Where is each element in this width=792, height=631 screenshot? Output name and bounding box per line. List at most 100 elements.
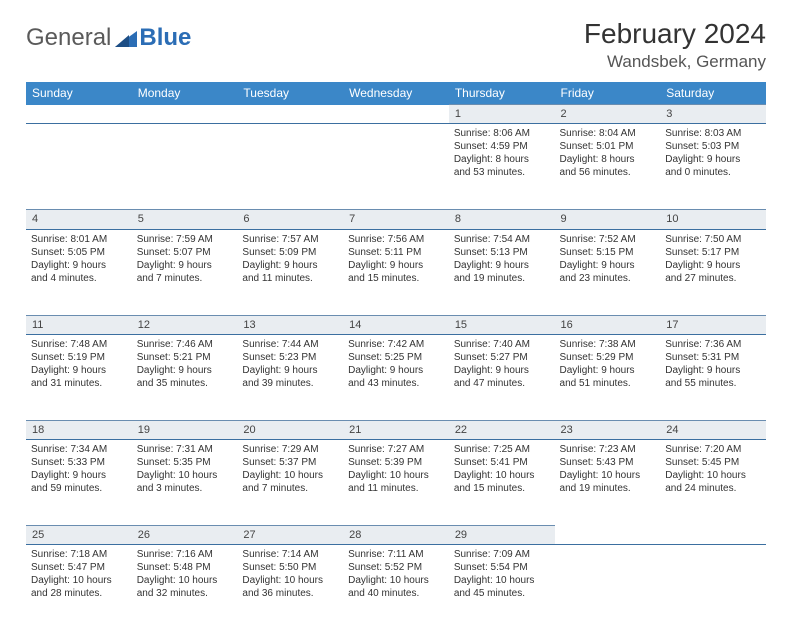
sunrise-text: Sunrise: 7:20 AM xyxy=(665,443,761,456)
day-number-cell xyxy=(555,526,661,545)
week-row: Sunrise: 8:01 AMSunset: 5:05 PMDaylight:… xyxy=(26,229,766,315)
daylight-text: and 0 minutes. xyxy=(665,166,761,179)
sunrise-text: Sunrise: 7:38 AM xyxy=(560,338,656,351)
day-cell: Sunrise: 7:09 AMSunset: 5:54 PMDaylight:… xyxy=(449,545,555,631)
sunset-text: Sunset: 5:54 PM xyxy=(454,561,550,574)
daylight-text: Daylight: 9 hours xyxy=(31,364,127,377)
sunset-text: Sunset: 5:50 PM xyxy=(242,561,338,574)
day-cell: Sunrise: 7:44 AMSunset: 5:23 PMDaylight:… xyxy=(237,334,343,420)
sunrise-text: Sunrise: 8:04 AM xyxy=(560,127,656,140)
daylight-text: Daylight: 9 hours xyxy=(348,364,444,377)
sunset-text: Sunset: 5:31 PM xyxy=(665,351,761,364)
day-cell: Sunrise: 7:56 AMSunset: 5:11 PMDaylight:… xyxy=(343,229,449,315)
daylight-text: Daylight: 10 hours xyxy=(454,469,550,482)
month-title: February 2024 xyxy=(584,18,766,50)
daylight-text: and 23 minutes. xyxy=(560,272,656,285)
weekday-header: Tuesday xyxy=(237,82,343,105)
sunset-text: Sunset: 5:19 PM xyxy=(31,351,127,364)
day-number-cell: 27 xyxy=(237,526,343,545)
sunset-text: Sunset: 5:37 PM xyxy=(242,456,338,469)
day-cell: Sunrise: 7:57 AMSunset: 5:09 PMDaylight:… xyxy=(237,229,343,315)
daylight-text: Daylight: 10 hours xyxy=(137,574,233,587)
sunset-text: Sunset: 5:41 PM xyxy=(454,456,550,469)
weekday-header: Friday xyxy=(555,82,661,105)
daylight-text: Daylight: 8 hours xyxy=(454,153,550,166)
sunset-text: Sunset: 5:45 PM xyxy=(665,456,761,469)
daylight-text: and 28 minutes. xyxy=(31,587,127,600)
sunset-text: Sunset: 5:25 PM xyxy=(348,351,444,364)
sunset-text: Sunset: 5:23 PM xyxy=(242,351,338,364)
day-number-cell: 8 xyxy=(449,210,555,229)
day-number-cell: 16 xyxy=(555,315,661,334)
daylight-text: Daylight: 10 hours xyxy=(665,469,761,482)
day-number-row: 18192021222324 xyxy=(26,420,766,439)
day-cell: Sunrise: 8:04 AMSunset: 5:01 PMDaylight:… xyxy=(555,124,661,210)
daylight-text: Daylight: 9 hours xyxy=(560,364,656,377)
daylight-text: and 24 minutes. xyxy=(665,482,761,495)
day-cell: Sunrise: 7:38 AMSunset: 5:29 PMDaylight:… xyxy=(555,334,661,420)
daylight-text: and 40 minutes. xyxy=(348,587,444,600)
sunset-text: Sunset: 5:35 PM xyxy=(137,456,233,469)
daylight-text: and 53 minutes. xyxy=(454,166,550,179)
daylight-text: and 55 minutes. xyxy=(665,377,761,390)
daylight-text: and 59 minutes. xyxy=(31,482,127,495)
day-number-cell: 13 xyxy=(237,315,343,334)
daylight-text: and 19 minutes. xyxy=(560,482,656,495)
daylight-text: and 56 minutes. xyxy=(560,166,656,179)
daylight-text: Daylight: 10 hours xyxy=(454,574,550,587)
sunrise-text: Sunrise: 8:03 AM xyxy=(665,127,761,140)
sunset-text: Sunset: 5:29 PM xyxy=(560,351,656,364)
day-number-cell: 23 xyxy=(555,420,661,439)
location: Wandsbek, Germany xyxy=(584,52,766,72)
day-number-cell: 25 xyxy=(26,526,132,545)
daylight-text: Daylight: 9 hours xyxy=(137,364,233,377)
day-cell: Sunrise: 7:20 AMSunset: 5:45 PMDaylight:… xyxy=(660,440,766,526)
day-cell: Sunrise: 7:27 AMSunset: 5:39 PMDaylight:… xyxy=(343,440,449,526)
calendar-table: Sunday Monday Tuesday Wednesday Thursday… xyxy=(26,82,766,631)
sunrise-text: Sunrise: 7:31 AM xyxy=(137,443,233,456)
sunrise-text: Sunrise: 8:01 AM xyxy=(31,233,127,246)
day-cell: Sunrise: 7:52 AMSunset: 5:15 PMDaylight:… xyxy=(555,229,661,315)
daylight-text: Daylight: 10 hours xyxy=(31,574,127,587)
day-cell: Sunrise: 7:18 AMSunset: 5:47 PMDaylight:… xyxy=(26,545,132,631)
daylight-text: Daylight: 10 hours xyxy=(348,469,444,482)
sunset-text: Sunset: 5:17 PM xyxy=(665,246,761,259)
daylight-text: and 35 minutes. xyxy=(137,377,233,390)
sunset-text: Sunset: 5:05 PM xyxy=(31,246,127,259)
day-number-cell xyxy=(132,105,238,124)
sunset-text: Sunset: 5:33 PM xyxy=(31,456,127,469)
day-cell xyxy=(555,545,661,631)
daylight-text: and 36 minutes. xyxy=(242,587,338,600)
day-cell: Sunrise: 7:50 AMSunset: 5:17 PMDaylight:… xyxy=(660,229,766,315)
day-number-cell: 3 xyxy=(660,105,766,124)
day-number-cell xyxy=(660,526,766,545)
weekday-header-row: Sunday Monday Tuesday Wednesday Thursday… xyxy=(26,82,766,105)
header: General Blue February 2024 Wandsbek, Ger… xyxy=(26,18,766,72)
daylight-text: Daylight: 10 hours xyxy=(242,469,338,482)
sunrise-text: Sunrise: 8:06 AM xyxy=(454,127,550,140)
sunrise-text: Sunrise: 7:57 AM xyxy=(242,233,338,246)
day-cell: Sunrise: 7:40 AMSunset: 5:27 PMDaylight:… xyxy=(449,334,555,420)
day-number-cell: 22 xyxy=(449,420,555,439)
day-number-cell: 9 xyxy=(555,210,661,229)
sunrise-text: Sunrise: 7:56 AM xyxy=(348,233,444,246)
daylight-text: Daylight: 9 hours xyxy=(31,259,127,272)
sunrise-text: Sunrise: 7:52 AM xyxy=(560,233,656,246)
day-number-cell: 12 xyxy=(132,315,238,334)
day-number-cell: 19 xyxy=(132,420,238,439)
day-number-row: 123 xyxy=(26,105,766,124)
day-cell xyxy=(26,124,132,210)
daylight-text: Daylight: 10 hours xyxy=(348,574,444,587)
week-row: Sunrise: 8:06 AMSunset: 4:59 PMDaylight:… xyxy=(26,124,766,210)
day-number-cell: 20 xyxy=(237,420,343,439)
sunrise-text: Sunrise: 7:29 AM xyxy=(242,443,338,456)
daylight-text: Daylight: 9 hours xyxy=(454,364,550,377)
title-block: February 2024 Wandsbek, Germany xyxy=(584,18,766,72)
daylight-text: and 31 minutes. xyxy=(31,377,127,390)
day-cell: Sunrise: 7:25 AMSunset: 5:41 PMDaylight:… xyxy=(449,440,555,526)
day-number-cell xyxy=(237,105,343,124)
daylight-text: Daylight: 9 hours xyxy=(348,259,444,272)
daylight-text: Daylight: 10 hours xyxy=(242,574,338,587)
day-cell: Sunrise: 7:59 AMSunset: 5:07 PMDaylight:… xyxy=(132,229,238,315)
weekday-header: Wednesday xyxy=(343,82,449,105)
